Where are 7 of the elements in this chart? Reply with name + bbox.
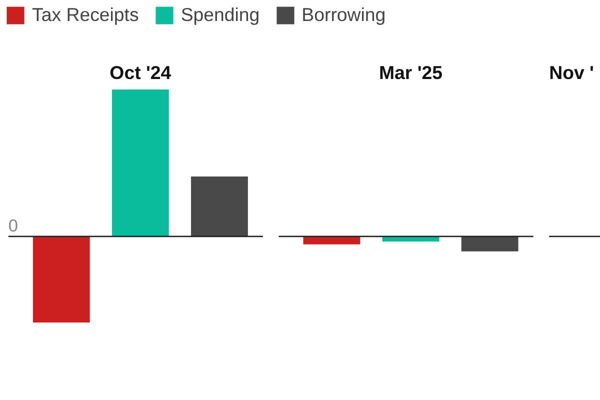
legend-label: Spending (180, 4, 260, 26)
annotation: 0 (8, 215, 18, 236)
legend-label: Tax Receipts (32, 4, 139, 26)
x-tick-label: Mar '25 (379, 62, 443, 83)
legend-label: Borrowing (302, 4, 386, 26)
x-tick-label: Nov ' (549, 62, 594, 83)
x-tick-label: Oct '24 (110, 62, 172, 83)
